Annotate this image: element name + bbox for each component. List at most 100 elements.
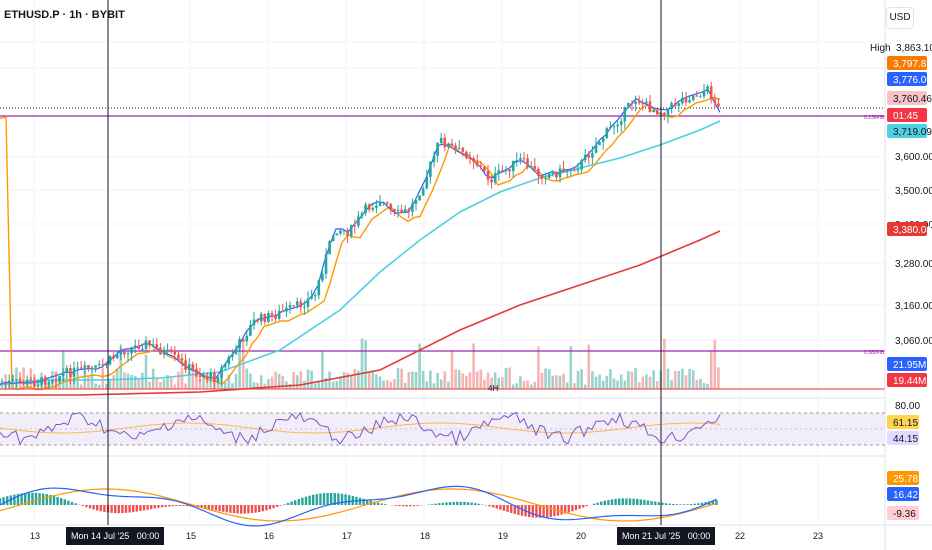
macd-histogram-bar: [247, 505, 250, 514]
volume-bar: [616, 380, 619, 389]
volume-bar: [126, 373, 130, 389]
candle-body: [295, 301, 299, 306]
macd-histogram-bar: [679, 504, 682, 505]
macd-histogram-bar: [358, 497, 362, 505]
candle-body: [619, 121, 623, 125]
macd-histogram-bar: [657, 502, 660, 505]
candle-body: [403, 209, 407, 213]
candle-body: [270, 313, 274, 315]
candle-body: [281, 310, 285, 312]
volume-bar: [159, 382, 162, 389]
candle-body: [601, 137, 605, 143]
tag-text: 3,719.09: [893, 127, 932, 138]
volume-bar: [583, 384, 587, 389]
candle-body: [29, 379, 33, 381]
candle-body: [666, 109, 670, 117]
candle-body: [429, 161, 432, 177]
currency-selector[interactable]: USD: [886, 7, 914, 29]
candle-body: [425, 176, 429, 189]
volume-bar: [490, 377, 493, 389]
candle-body: [144, 340, 148, 349]
volume-bar: [119, 346, 123, 389]
tag-text: 44.15: [893, 434, 918, 445]
volume-bar: [335, 380, 339, 389]
volume-bar: [238, 342, 241, 389]
candle-body: [457, 147, 461, 149]
macd-histogram-bar: [261, 505, 264, 512]
macd-histogram-bar: [243, 505, 246, 514]
candle-body: [396, 209, 400, 212]
macd-histogram-bar: [52, 495, 56, 505]
macd-histogram-bar: [542, 505, 545, 518]
tag-bg: [887, 415, 919, 429]
symbol-title[interactable]: ETHUSD.P · 1h · BYBIT: [4, 9, 125, 21]
macd-histogram-bar: [531, 505, 534, 518]
tag-bg: [887, 108, 927, 122]
tag-bg: [887, 222, 927, 236]
candle-body: [382, 202, 385, 204]
candle-body: [137, 345, 141, 350]
macd-histogram-bar: [34, 492, 38, 505]
tag-text: 3,380.04: [893, 225, 932, 236]
macd-histogram-bar: [297, 498, 300, 505]
macd-histogram-bar: [625, 498, 628, 505]
volume-bar: [202, 377, 205, 389]
volume-bar: [619, 374, 623, 389]
macd-histogram-bar: [16, 493, 20, 505]
candle-body: [94, 365, 97, 368]
macd-histogram-bar: [592, 503, 596, 505]
volume-bar: [295, 375, 299, 389]
volume-bar: [191, 368, 195, 389]
macd-histogram-bar: [340, 493, 344, 505]
macd-histogram-bar: [103, 505, 106, 512]
macd-histogram-bar: [711, 500, 714, 505]
macd-histogram-bar: [204, 505, 207, 509]
volume-bar: [555, 375, 558, 389]
macd-histogram-bar: [452, 501, 455, 505]
candle-body: [540, 176, 544, 179]
macd-histogram-bar: [672, 503, 675, 505]
macd-histogram-bar: [2, 497, 5, 505]
candle-body: [267, 313, 270, 322]
candle-body: [51, 380, 54, 383]
volume-bar: [587, 344, 591, 389]
candles: [0, 82, 720, 390]
volume-bar: [299, 371, 303, 389]
candle-body: [436, 143, 439, 156]
candle-body: [609, 126, 612, 129]
candle-body: [36, 384, 40, 386]
volume-bar: [713, 340, 717, 389]
volume-bar: [504, 368, 508, 389]
candle-body: [151, 344, 155, 346]
macd-histogram-bar: [258, 505, 261, 513]
tag-bg: [887, 487, 919, 501]
candle-body: [331, 235, 335, 242]
macd-histogram-bar: [416, 505, 419, 506]
macd-histogram-bar: [596, 502, 599, 505]
volume-bar: [551, 375, 555, 389]
rsi-ma-line: [0, 422, 721, 434]
candle-body: [393, 209, 396, 212]
volume-bar: [313, 383, 317, 389]
candle-body: [472, 158, 475, 162]
candle-body: [555, 171, 558, 178]
candle-body: [313, 295, 317, 297]
candle-body: [695, 95, 699, 97]
candle-body: [115, 354, 119, 359]
volume-bar: [695, 380, 699, 389]
macd-histogram-bar: [81, 505, 84, 506]
candle-body: [605, 128, 609, 138]
candle-body: [43, 377, 47, 385]
volume-bar: [173, 384, 177, 389]
volume-bar: [601, 380, 605, 389]
volume-bar: [540, 372, 544, 389]
volume-bar: [429, 370, 432, 389]
candle-body: [213, 373, 216, 383]
candle-body: [346, 230, 349, 236]
volume-bar: [148, 381, 151, 389]
candle-body: [432, 155, 436, 162]
volume-bar: [277, 373, 281, 389]
price-tick: 3,280.00: [895, 259, 932, 270]
